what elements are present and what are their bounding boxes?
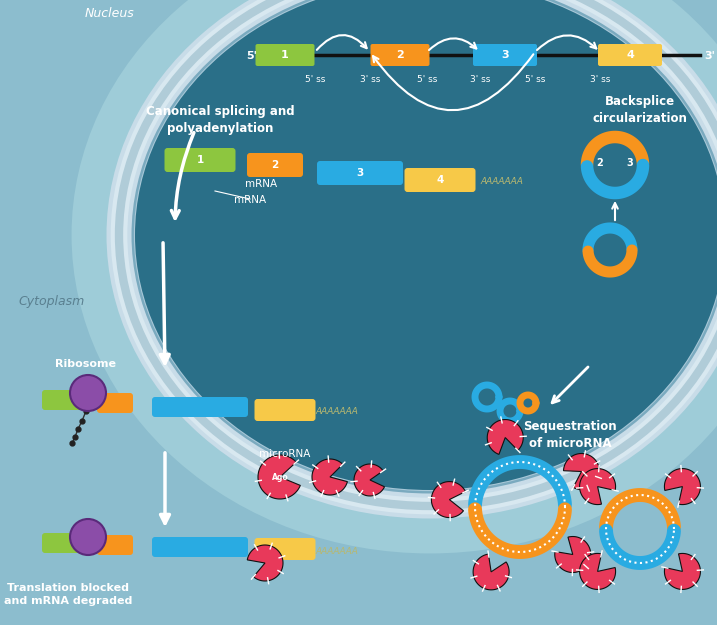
Circle shape bbox=[70, 375, 106, 411]
FancyBboxPatch shape bbox=[255, 44, 315, 66]
Polygon shape bbox=[473, 554, 509, 590]
FancyBboxPatch shape bbox=[42, 390, 98, 410]
Text: 3': 3' bbox=[704, 51, 715, 61]
Text: 5' ss: 5' ss bbox=[305, 75, 326, 84]
FancyBboxPatch shape bbox=[152, 397, 248, 417]
Text: 1: 1 bbox=[196, 155, 204, 165]
FancyBboxPatch shape bbox=[598, 44, 662, 66]
Text: 5': 5' bbox=[246, 51, 257, 61]
FancyBboxPatch shape bbox=[371, 44, 429, 66]
Text: 5' ss: 5' ss bbox=[525, 75, 545, 84]
Text: AAAAAAA: AAAAAAA bbox=[480, 177, 523, 186]
Ellipse shape bbox=[135, 0, 717, 490]
Text: Canonical splicing and
polyadenylation: Canonical splicing and polyadenylation bbox=[146, 105, 294, 135]
Text: 1: 1 bbox=[281, 50, 289, 60]
Polygon shape bbox=[312, 459, 348, 495]
Text: mRNA: mRNA bbox=[234, 195, 266, 205]
FancyBboxPatch shape bbox=[164, 148, 235, 172]
Text: Sequestration
of microRNA: Sequestration of microRNA bbox=[523, 420, 617, 450]
Text: Nucleus: Nucleus bbox=[85, 7, 135, 20]
Text: Ribosome: Ribosome bbox=[55, 359, 116, 369]
Text: 4: 4 bbox=[437, 175, 444, 185]
Text: AAAAAAA: AAAAAAA bbox=[315, 546, 358, 556]
FancyBboxPatch shape bbox=[97, 535, 133, 555]
Polygon shape bbox=[247, 545, 283, 581]
Text: 2: 2 bbox=[271, 160, 279, 170]
Text: 3' ss: 3' ss bbox=[470, 75, 490, 84]
Text: Backsplice
circularization: Backsplice circularization bbox=[592, 95, 688, 125]
Text: 2: 2 bbox=[396, 50, 404, 60]
Polygon shape bbox=[564, 454, 599, 489]
Polygon shape bbox=[579, 469, 616, 504]
Circle shape bbox=[70, 519, 106, 555]
Polygon shape bbox=[665, 469, 701, 504]
Text: Cytoplasm: Cytoplasm bbox=[18, 295, 85, 308]
Ellipse shape bbox=[120, 0, 717, 505]
FancyBboxPatch shape bbox=[97, 393, 133, 413]
FancyBboxPatch shape bbox=[473, 44, 537, 66]
Polygon shape bbox=[665, 553, 701, 589]
Text: 4: 4 bbox=[626, 50, 634, 60]
Text: 3: 3 bbox=[627, 158, 633, 168]
Text: 3: 3 bbox=[501, 50, 509, 60]
FancyBboxPatch shape bbox=[255, 399, 315, 421]
FancyBboxPatch shape bbox=[152, 537, 248, 557]
FancyBboxPatch shape bbox=[42, 533, 98, 553]
Polygon shape bbox=[488, 419, 523, 454]
Text: 5' ss: 5' ss bbox=[417, 75, 437, 84]
Polygon shape bbox=[432, 482, 465, 518]
FancyBboxPatch shape bbox=[255, 538, 315, 560]
Text: AAAAAAA: AAAAAAA bbox=[315, 408, 358, 416]
Polygon shape bbox=[354, 464, 384, 496]
Polygon shape bbox=[555, 536, 591, 572]
FancyBboxPatch shape bbox=[317, 161, 403, 185]
Polygon shape bbox=[258, 455, 300, 499]
Text: 3' ss: 3' ss bbox=[590, 75, 610, 84]
Text: 3: 3 bbox=[356, 168, 364, 178]
Text: mRNA: mRNA bbox=[245, 179, 277, 189]
Text: 2: 2 bbox=[597, 158, 604, 168]
FancyBboxPatch shape bbox=[247, 153, 303, 177]
Text: 3' ss: 3' ss bbox=[360, 75, 380, 84]
Polygon shape bbox=[579, 553, 616, 589]
FancyBboxPatch shape bbox=[404, 168, 475, 192]
Text: Ago: Ago bbox=[272, 472, 288, 481]
Text: Translation blocked
and mRNA degraded: Translation blocked and mRNA degraded bbox=[4, 583, 132, 606]
Text: microRNA: microRNA bbox=[260, 449, 310, 459]
